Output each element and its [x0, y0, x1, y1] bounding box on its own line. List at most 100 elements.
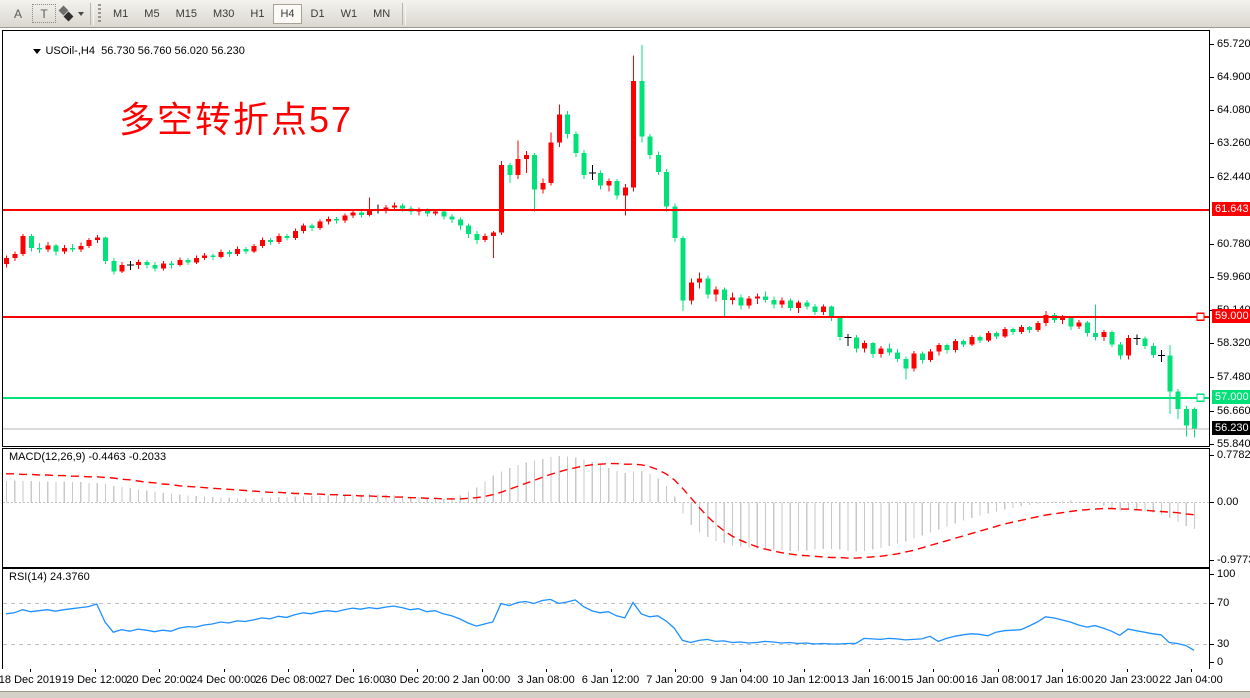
timeframe-button-group: M1 M5 M15 M30 H1 H4 D1 W1 MN: [105, 3, 398, 24]
macd-axis-tick: [1210, 454, 1214, 456]
time-axis-tick: [159, 669, 160, 672]
time-axis[interactable]: 18 Dec 2019 19 Dec 12:00 20 Dec 20:00 24 De…: [0, 669, 1250, 691]
time-axis-tick: [1191, 669, 1192, 672]
arrow-tool-button[interactable]: A: [13, 6, 22, 21]
timeframe-button-m1[interactable]: M1: [113, 7, 129, 20]
price-chart-panel[interactable]: USOil-,H4 56.730 56.760 56.020 56.230 多空…: [2, 30, 1210, 447]
time-axis-label: 30 Dec 20:00: [384, 674, 450, 686]
macd-axis-tick-label: -0.9773: [1217, 553, 1250, 566]
macd-canvas[interactable]: [3, 449, 1209, 567]
bid-price-tag: 56.230: [1212, 420, 1250, 435]
time-axis-tick: [288, 669, 289, 672]
rsi-axis-tick-label: 0: [1217, 656, 1224, 668]
time-axis-tick: [804, 669, 805, 672]
time-axis-label: 20 Dec 20:00: [126, 674, 192, 686]
time-axis-label: 16 Jan 08:00: [965, 674, 1030, 686]
price-axis-tick-label: 62.440: [1217, 170, 1250, 183]
time-axis-label: 10 Jan 12:00: [772, 674, 836, 686]
chart-header: USOil-,H4 56.730 56.760 56.020 56.230: [9, 33, 245, 69]
timeframe-button-m15[interactable]: M15: [175, 7, 197, 20]
rsi-label: RSI(14) 24.3760: [9, 571, 90, 583]
rsi-panel[interactable]: RSI(14) 24.3760: [2, 568, 1210, 670]
macd-panel[interactable]: MACD(12,26,9) -0.4463 -0.2033: [2, 448, 1210, 568]
price-axis-tick-label: 60.780: [1217, 237, 1250, 250]
rsi-axis-tick-label: 70: [1217, 596, 1230, 609]
timeframe-button-m5[interactable]: M5: [144, 7, 160, 20]
chart-region: USOil-,H4 56.730 56.760 56.020 56.230 多空…: [0, 28, 1250, 691]
time-axis-tick: [868, 669, 870, 672]
ohlc-readout: 56.730 56.760 56.020 56.230: [101, 45, 245, 57]
time-axis-label: 27 Dec 16:00: [319, 674, 386, 686]
price-axis-tick: [1210, 377, 1214, 379]
price-axis-tick: [1210, 43, 1214, 45]
rsi-axis-tick: [1210, 602, 1214, 604]
time-axis-label: 17 Jan 16:00: [1030, 674, 1094, 686]
time-axis-tick: [481, 669, 483, 672]
arrow-styles-icon: [58, 5, 75, 22]
time-axis-label: 26 Dec 08:00: [255, 674, 321, 686]
price-axis-tick-label: 64.080: [1217, 104, 1250, 117]
time-axis-tick: [352, 669, 354, 672]
price-axis-tick-label: 64.900: [1217, 70, 1250, 83]
timeframe-button-mn[interactable]: MN: [373, 7, 391, 20]
price-axis-tick: [1210, 443, 1214, 445]
rsi-axis-tick-label: 30: [1217, 637, 1230, 650]
macd-axis-tick: [1210, 501, 1214, 503]
price-axis-tick: [1210, 176, 1214, 178]
price-tag-57.000: 57.000: [1212, 389, 1250, 404]
time-axis-label: 24 Dec 00:00: [190, 674, 257, 686]
toolbar-separator: [402, 2, 407, 25]
rsi-axis-tick: [1210, 643, 1214, 645]
price-axis-tick: [1210, 243, 1214, 245]
time-axis-tick: [546, 669, 547, 672]
price-tag-59.000: 59.000: [1212, 308, 1250, 323]
timeframe-button-h1[interactable]: H1: [250, 7, 265, 20]
text-tool-button[interactable]: T: [32, 4, 56, 23]
window-bottom-edge: [0, 691, 1250, 698]
time-axis-tick: [223, 669, 225, 672]
rsi-canvas[interactable]: [3, 569, 1209, 669]
symbol-dropdown-icon[interactable]: [33, 49, 42, 54]
macd-axis-tick-label: 0.7782: [1217, 448, 1250, 461]
price-tag-61.643: 61.643: [1212, 201, 1250, 216]
price-axis-tick-label: 63.260: [1217, 137, 1250, 150]
macd-axis-tick-label: 0.00: [1217, 495, 1239, 508]
time-axis-label: 19 Dec 12:00: [61, 674, 128, 686]
toolbar-grip[interactable]: [98, 3, 101, 24]
price-axis-tick: [1210, 110, 1214, 112]
timeframe-button-m30[interactable]: M30: [212, 7, 235, 20]
price-axis-tick: [1210, 276, 1214, 278]
time-axis-tick: [94, 669, 96, 672]
toolbar-separator: [90, 2, 94, 25]
time-axis-tick: [997, 669, 999, 672]
arrow-styles-button[interactable]: [58, 3, 85, 24]
time-axis-label: 22 Jan 04:00: [1159, 674, 1223, 686]
price-axis-tick-label: 57.480: [1217, 371, 1250, 384]
time-axis-tick: [417, 669, 418, 672]
price-chart-canvas[interactable]: [3, 31, 1209, 446]
timeframe-button-w1[interactable]: W1: [340, 7, 358, 20]
time-axis-label: 15 Jan 00:00: [901, 674, 965, 686]
time-axis-label: 13 Jan 16:00: [836, 674, 901, 686]
rsi-axis-tick-label: 100: [1217, 568, 1236, 580]
time-axis-label: 2 Jan 00:00: [452, 674, 511, 686]
price-axis-tick-label: 65.720: [1217, 37, 1250, 50]
time-axis-tick: [30, 669, 31, 672]
time-axis-tick: [1062, 669, 1063, 672]
time-axis-tick: [933, 669, 934, 672]
chevron-down-icon: [78, 11, 84, 16]
rsi-axis-tick: [1210, 574, 1214, 575]
chart-text-annotation[interactable]: 多空转折点57: [119, 99, 354, 140]
time-axis-label: 9 Jan 04:00: [710, 674, 769, 686]
price-axis-tick-label: 56.660: [1217, 404, 1250, 417]
price-axis-tick-label: 59.960: [1217, 270, 1250, 283]
time-axis-label: 3 Jan 08:00: [517, 674, 575, 686]
timeframe-button-d1[interactable]: D1: [310, 7, 325, 20]
time-axis-label: 7 Jan 20:00: [646, 674, 704, 686]
timeframe-button-h4[interactable]: H4: [273, 3, 302, 24]
time-axis-tick: [1126, 669, 1128, 672]
price-axis[interactable]: 65.720 64.900 64.080 63.260 62.440 60.780 59.9…: [1210, 28, 1250, 691]
time-axis-tick: [610, 669, 612, 672]
time-axis-label: 18 Dec 2019: [0, 674, 62, 686]
macd-label: MACD(12,26,9) -0.4463 -0.2033: [9, 451, 167, 463]
